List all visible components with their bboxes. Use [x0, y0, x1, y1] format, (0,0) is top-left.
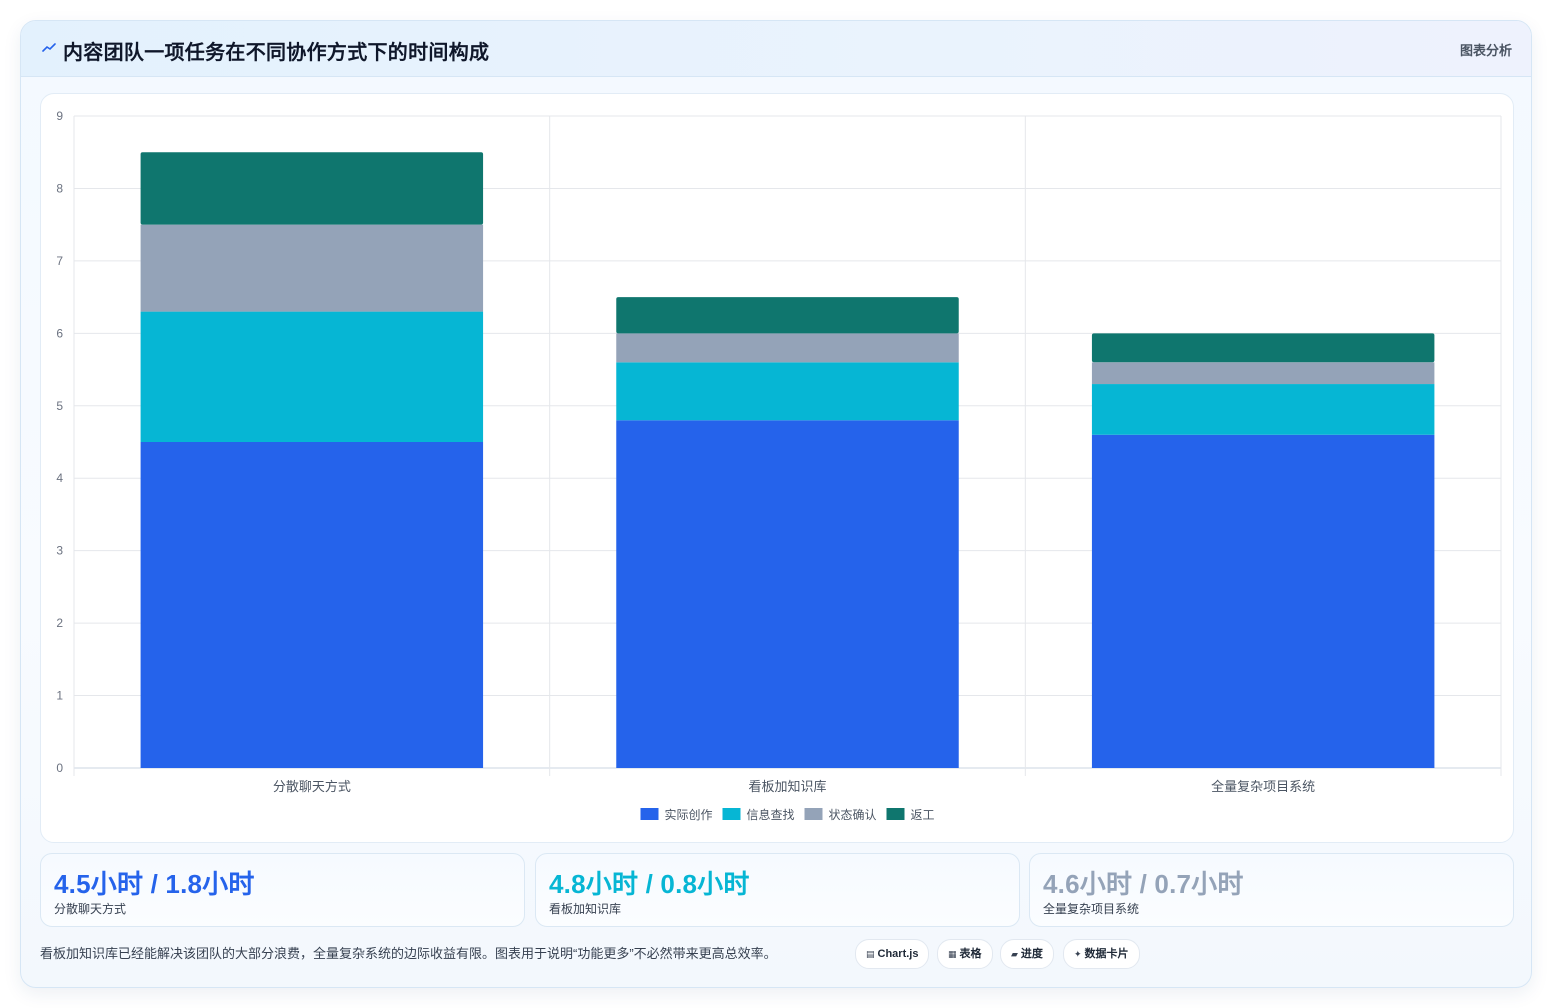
card-header: 内容团队一项任务在不同协作方式下的时间构成 图表分析 [21, 21, 1531, 77]
bar-segment [1091, 434, 1435, 768]
chip-label: Chart.js [877, 948, 919, 960]
chip-progress[interactable]: ▰ 进度 [1000, 939, 1054, 969]
stat-value: 4.8小时 / 0.8小时 [549, 869, 750, 899]
chip-label: 数据卡片 [1084, 948, 1129, 960]
chip-label: 表格 [959, 948, 982, 960]
bar-segment [616, 297, 959, 334]
y-tick-label: 9 [56, 109, 63, 123]
bar-segment [616, 333, 959, 363]
chart-icon: ▤ [866, 949, 875, 959]
bar-segment [1091, 362, 1435, 385]
trend-icon [42, 43, 56, 52]
stat-label: 分散聊天方式 [54, 902, 127, 916]
legend-label: 实际创作 [665, 807, 713, 822]
x-tick-label: 看板加知识库 [748, 779, 826, 794]
bar-segment [616, 362, 959, 421]
x-tick-label: 分散聊天方式 [273, 779, 351, 794]
y-tick-label: 3 [56, 544, 63, 558]
legend-label: 返工 [911, 808, 935, 822]
x-tick-label: 全量复杂项目系统 [1211, 779, 1315, 794]
y-tick-label: 2 [56, 616, 63, 630]
stat-value: 4.5小时 / 1.8小时 [54, 869, 255, 899]
chip-table[interactable]: ▦ 表格 [937, 939, 993, 969]
bar-segment [1091, 384, 1435, 435]
stat-label: 看板加知识库 [549, 902, 622, 916]
stat-card-kanban-kb: 4.8小时 / 0.8小时 看板加知识库 [535, 853, 1020, 927]
progress-icon: ▰ [1011, 949, 1018, 959]
y-tick-label: 1 [56, 689, 63, 703]
chart-analysis-tag: 图表分析 [1459, 43, 1512, 58]
legend-swatch [886, 808, 905, 820]
bar-segment [140, 311, 484, 442]
bar-segment [140, 152, 484, 225]
legend-label: 信息查找 [747, 807, 795, 822]
sparkle-icon: ✦ [1074, 949, 1082, 959]
bar-segment [140, 442, 484, 768]
y-tick-label: 5 [56, 399, 63, 413]
chart-panel: 0 1 2 3 4 5 6 7 8 9 分散聊天方式 看板加知识库 全量复杂项目系统实际创作 信息查找 状态… [40, 93, 1514, 843]
stat-card-full-system: 4.6小时 / 0.7小时 全量复杂项目系统 [1029, 853, 1514, 927]
y-tick-label: 8 [56, 181, 63, 195]
stat-card-scattered-chat: 4.5小时 / 1.8小时 分散聊天方式 [40, 853, 525, 927]
table-icon: ▦ [948, 949, 957, 959]
legend-label: 状态确认 [829, 808, 877, 822]
stat-value: 4.6小时 / 0.7小时 [1043, 869, 1244, 899]
chip-chartjs[interactable]: ▤ Chart.js [855, 939, 930, 969]
page-title: 内容团队一项任务在不同协作方式下的时间构成 [63, 42, 490, 64]
legend-swatch [722, 808, 741, 820]
footer-note: 看板加知识库已经能解决该团队的大部分浪费，全量复杂系统的边际收益有限。图表用于说… [40, 946, 777, 961]
chip-label: 进度 [1020, 948, 1043, 960]
y-tick-label: 4 [56, 471, 63, 485]
legend-swatch [804, 808, 823, 820]
stat-label: 全量复杂项目系统 [1043, 902, 1140, 916]
bar-segment [616, 420, 959, 768]
y-tick-label: 7 [56, 254, 63, 268]
chip-data-cards[interactable]: ✦ 数据卡片 [1063, 939, 1140, 969]
chart-card: 内容团队一项任务在不同协作方式下的时间构成 图表分析 0 1 2 3 4 5 6 7 8 9 分散聊… [20, 20, 1532, 988]
bar-segment [140, 224, 484, 312]
y-tick-label: 0 [56, 761, 63, 775]
bar-segment [1091, 333, 1435, 363]
legend-swatch [640, 808, 659, 820]
stat-cards: 4.5小时 / 1.8小时 分散聊天方式 4.8小时 / 0.8小时 看板加知识… [40, 853, 1514, 927]
y-tick-label: 6 [56, 326, 63, 340]
